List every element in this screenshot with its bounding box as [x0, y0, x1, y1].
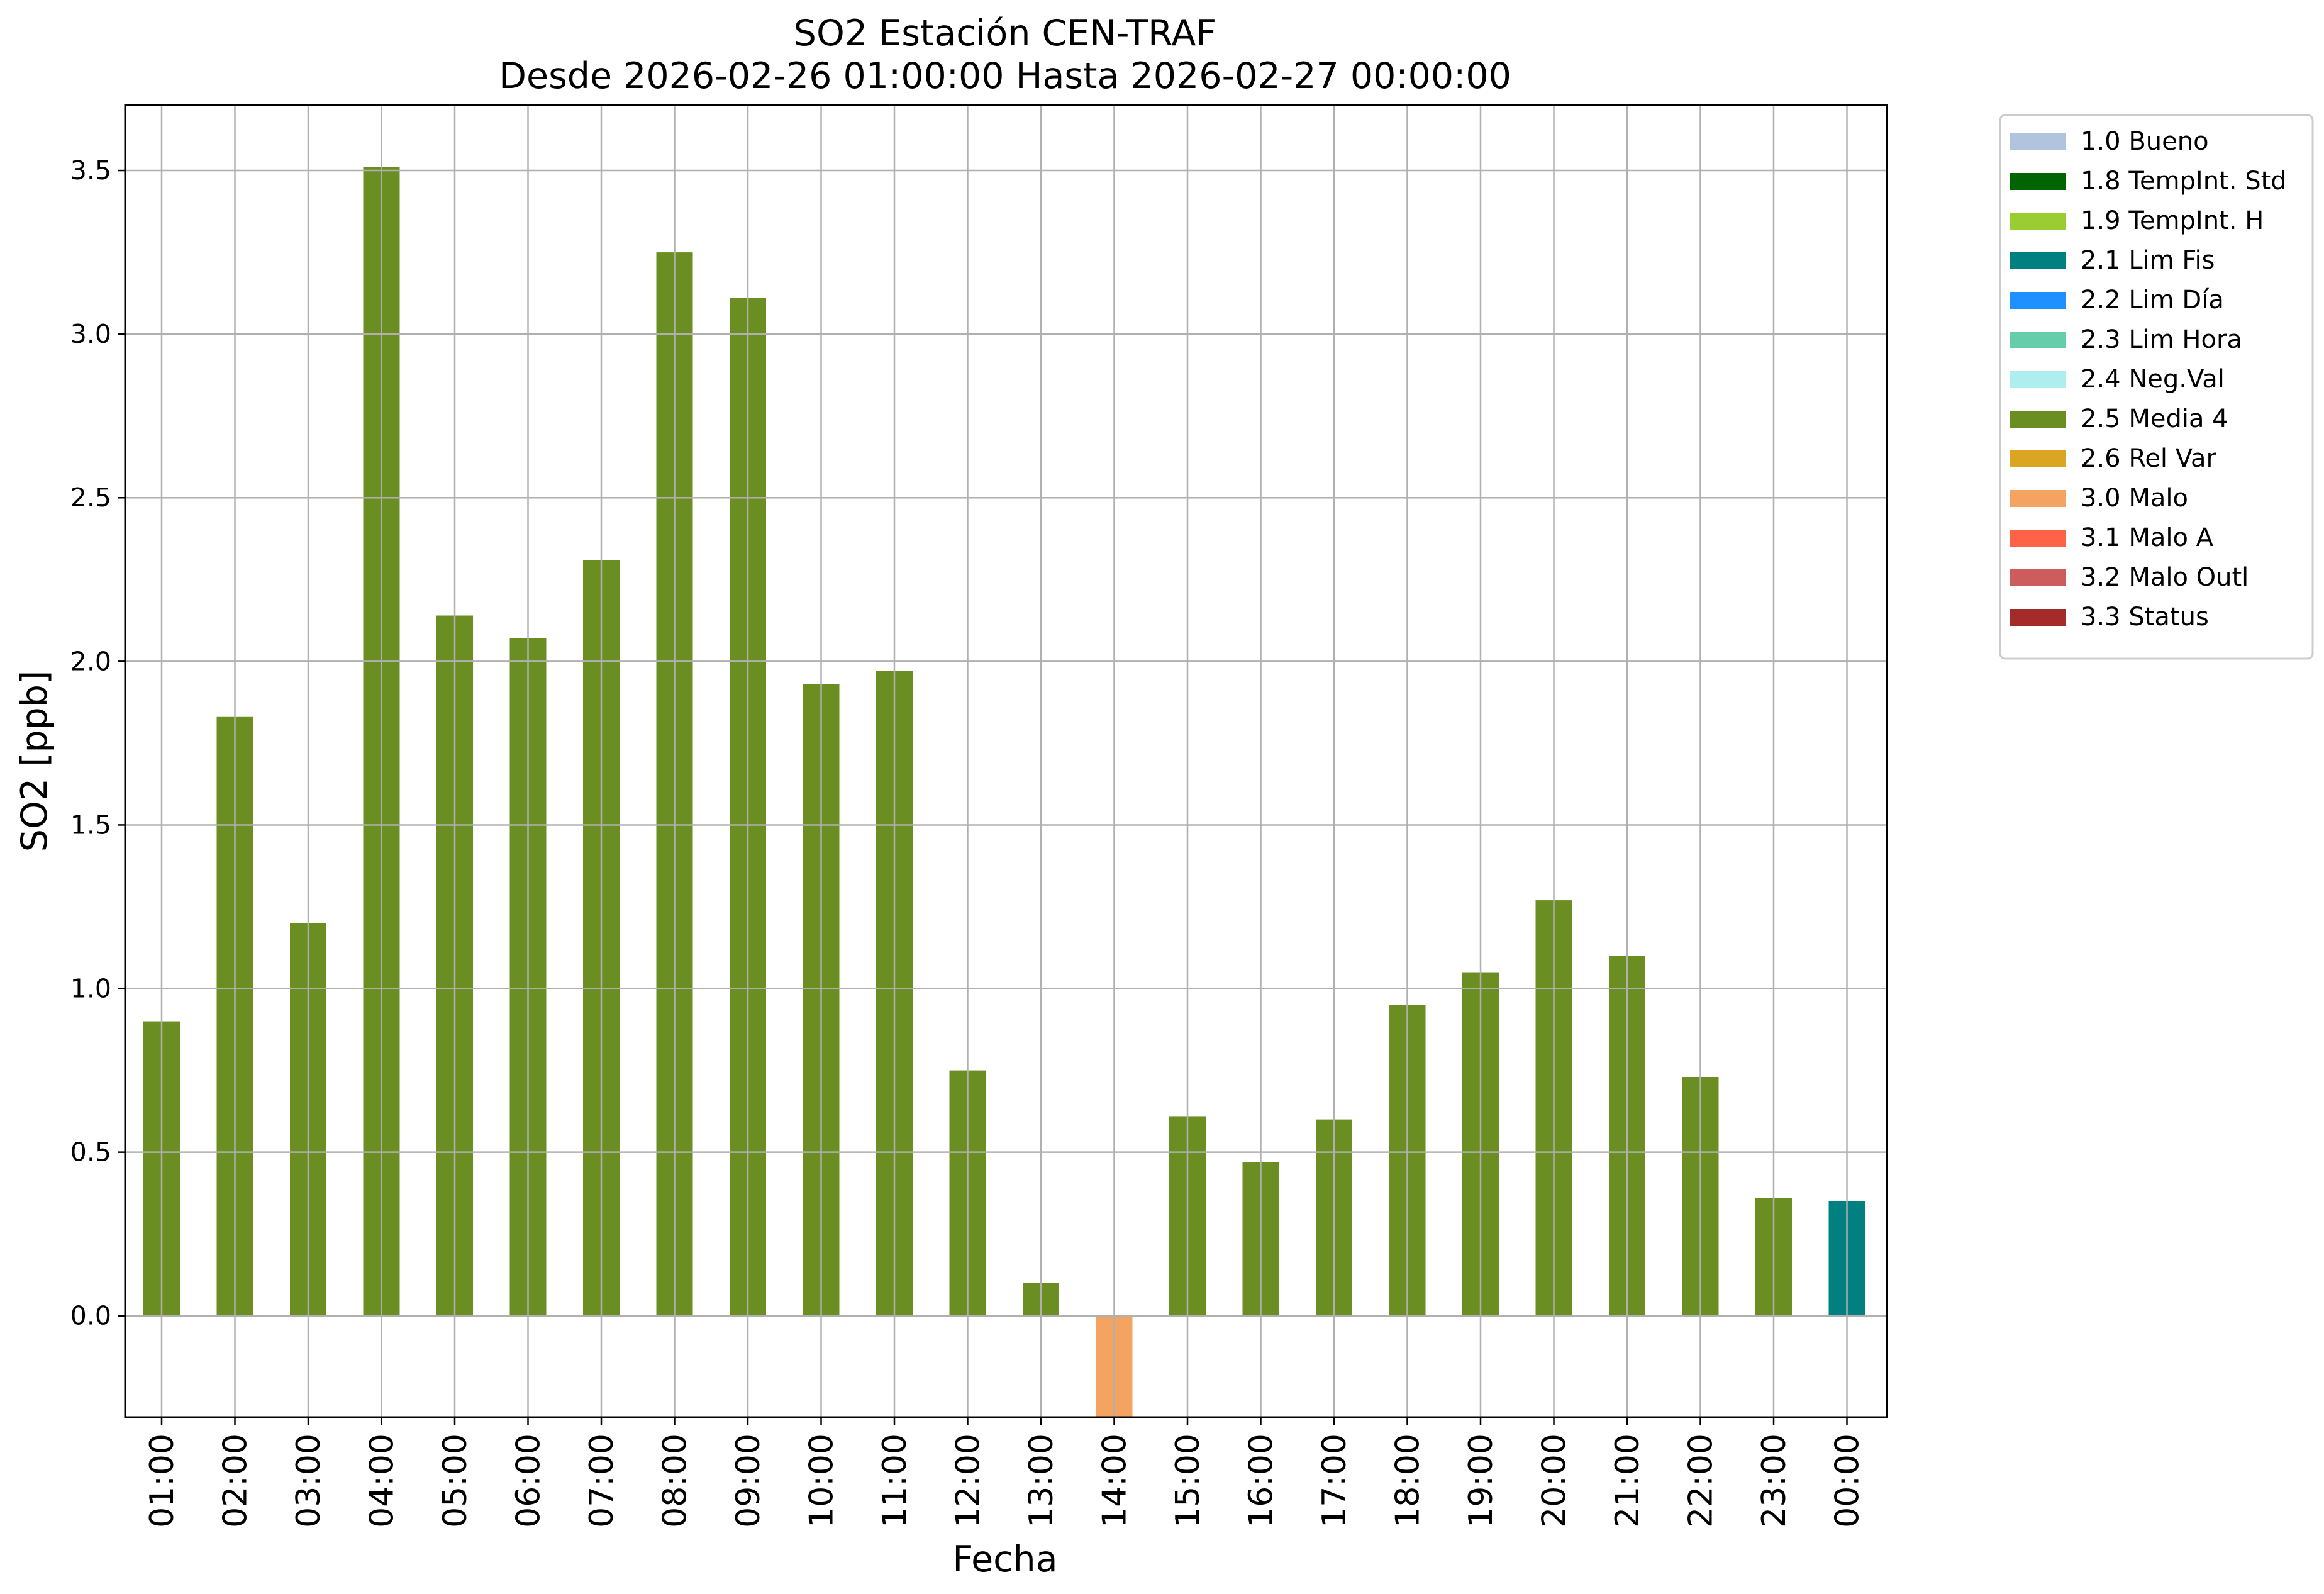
- y-tick-label: 2.5: [70, 482, 111, 513]
- legend-label: 2.4 Neg.Val: [2081, 365, 2225, 394]
- y-axis-label: SO2 [ppb]: [14, 671, 55, 852]
- legend-label: 3.2 Malo Outl: [2081, 563, 2249, 592]
- x-tick-label: 09:00: [730, 1434, 767, 1528]
- legend-swatch: [2010, 490, 2066, 507]
- legend-swatch: [2010, 411, 2066, 428]
- x-tick-label: 22:00: [1682, 1434, 1720, 1528]
- x-tick-label: 05:00: [436, 1434, 474, 1528]
- x-tick-label: 08:00: [657, 1434, 694, 1528]
- x-axis-label: Fecha: [952, 1539, 1057, 1580]
- x-tick-label: 16:00: [1243, 1434, 1281, 1528]
- legend-swatch: [2010, 292, 2066, 309]
- x-tick-label: 07:00: [583, 1434, 621, 1528]
- x-tick-label: 14:00: [1096, 1434, 1134, 1528]
- x-tick-label: 17:00: [1316, 1434, 1354, 1528]
- x-tick-label: 10:00: [803, 1434, 841, 1528]
- y-tick-label: 0.0: [70, 1301, 111, 1331]
- plot-area: 0.0 0.5 1.0 1.5 2.0 2.5 3.0 3.5 01:00 02:00 03:00 0…: [70, 104, 1888, 1528]
- legend-swatch: [2010, 450, 2066, 467]
- y-tick-label: 3.0: [70, 319, 111, 349]
- legend-swatch: [2010, 252, 2066, 269]
- legend-label: 3.1 Malo A: [2081, 523, 2214, 552]
- legend-label: 1.9 TempInt. H: [2081, 206, 2264, 235]
- x-tick-label: 21:00: [1609, 1434, 1647, 1528]
- x-tick-label: 11:00: [876, 1434, 914, 1528]
- y-tick-label: 1.0: [70, 974, 111, 1004]
- legend-swatch: [2010, 173, 2066, 190]
- x-tick-label: 03:00: [290, 1434, 328, 1528]
- legend-label: 2.3 Lim Hora: [2081, 325, 2242, 354]
- chart-subtitle: Desde 2026-02-26 01:00:00 Hasta 2026-02-…: [499, 55, 1511, 97]
- x-tick-label: 01:00: [143, 1434, 181, 1528]
- y-tick-label: 3.5: [70, 155, 111, 186]
- legend-label: 2.2 Lim Día: [2081, 286, 2224, 315]
- legend-label: 1.8 TempInt. Std: [2081, 167, 2287, 196]
- x-tick-label: 15:00: [1169, 1434, 1207, 1528]
- y-tick-label: 2.0: [70, 646, 111, 676]
- chart-title: SO2 Estación CEN-TRAF: [794, 13, 1216, 54]
- legend-label: 2.1 Lim Fis: [2081, 246, 2215, 275]
- legend-frame: [1999, 114, 2314, 660]
- legend-swatch: [2010, 530, 2066, 547]
- legend-label: 3.0 Malo: [2081, 484, 2188, 513]
- x-tick-label: 06:00: [510, 1434, 548, 1528]
- legend-swatch: [2010, 133, 2066, 150]
- x-tick-label: 02:00: [217, 1434, 255, 1528]
- legend-swatch: [2010, 371, 2066, 388]
- x-tick-label: 23:00: [1755, 1434, 1793, 1528]
- x-tick-label: 18:00: [1389, 1434, 1427, 1528]
- x-tick-label: 19:00: [1462, 1434, 1500, 1528]
- legend-swatch: [2010, 213, 2066, 230]
- y-tick-label: 1.5: [70, 810, 111, 840]
- plot-frame: [124, 104, 1888, 1418]
- x-tick-label: 12:00: [950, 1434, 987, 1528]
- legend-swatch: [2010, 609, 2066, 626]
- legend-label: 2.5 Media 4: [2081, 404, 2228, 433]
- legend-label: 3.3 Status: [2081, 603, 2209, 632]
- legend: 1.0 Bueno 1.8 TempInt. Std 1.9 TempInt. H 2…: [1999, 114, 2314, 660]
- x-tick-label: 13:00: [1023, 1434, 1060, 1528]
- x-tick-label: 20:00: [1536, 1434, 1574, 1528]
- legend-swatch: [2010, 332, 2066, 348]
- legend-label: 1.0 Bueno: [2081, 127, 2209, 156]
- y-tick-label: 0.5: [70, 1137, 111, 1168]
- x-tick-label: 00:00: [1829, 1434, 1867, 1528]
- legend-label: 2.6 Rel Var: [2081, 444, 2217, 473]
- legend-swatch: [2010, 569, 2066, 586]
- x-tick-label: 04:00: [364, 1434, 401, 1528]
